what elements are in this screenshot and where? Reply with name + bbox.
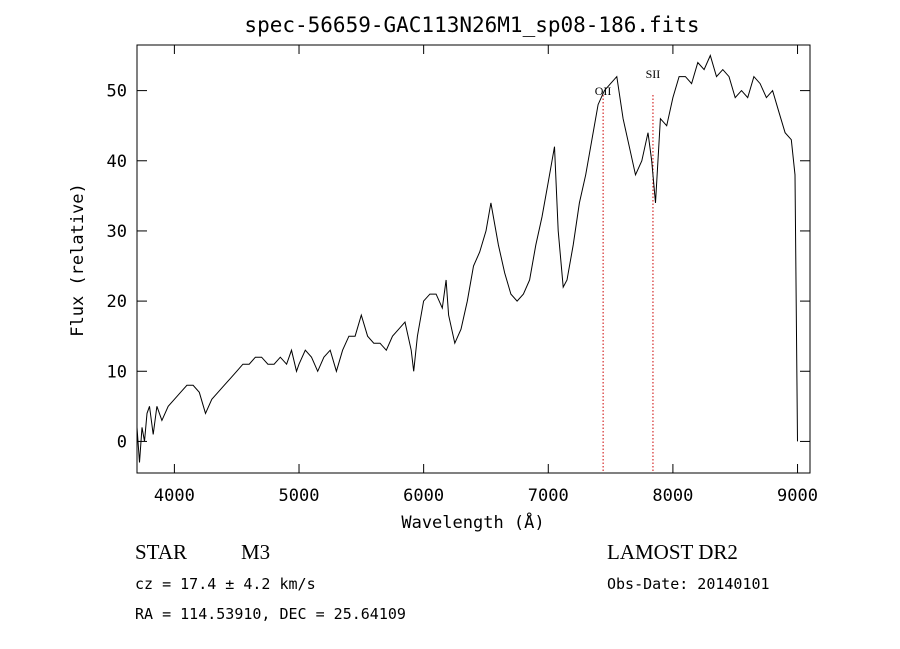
observation-date: Obs-Date: 20140101 [607,575,770,593]
y-tick-label: 10 [107,362,127,382]
x-tick-label: 7000 [528,486,569,506]
plot-frame [136,44,811,474]
y-tick-label: 0 [117,432,127,452]
y-tick-label: 30 [107,222,127,242]
y-tick-label: 50 [107,82,127,102]
object-class: STAR [135,540,187,564]
x-tick-label: 5000 [279,486,320,506]
redshift-cz: cz = 17.4 ± 4.2 km/s [135,575,316,593]
y-axis-label: Flux (relative) [68,183,88,337]
y-axis-ticks: 0 10 20 30 40 50 [107,82,810,452]
x-tick-label: 4000 [154,486,195,506]
x-axis-ticks: 4000 5000 6000 7000 8000 9000 [154,45,818,506]
x-tick-label: 9000 [777,486,818,506]
x-tick-label: 8000 [652,486,693,506]
y-tick-label: 40 [107,152,127,172]
reference-line-label-sii: SII [646,67,661,81]
object-subclass: M3 [241,540,270,564]
ra-dec-coords: RA = 114.53910, DEC = 25.64109 [135,605,406,623]
spectrum-line [136,54,798,463]
y-tick-label: 20 [107,292,127,312]
x-axis-label: Wavelength (Å) [401,511,544,533]
x-tick-label: 6000 [403,486,444,506]
survey-name: LAMOST DR2 [607,540,738,564]
chart-title: spec-56659-GAC113N26M1_sp08-186.fits [244,13,699,37]
